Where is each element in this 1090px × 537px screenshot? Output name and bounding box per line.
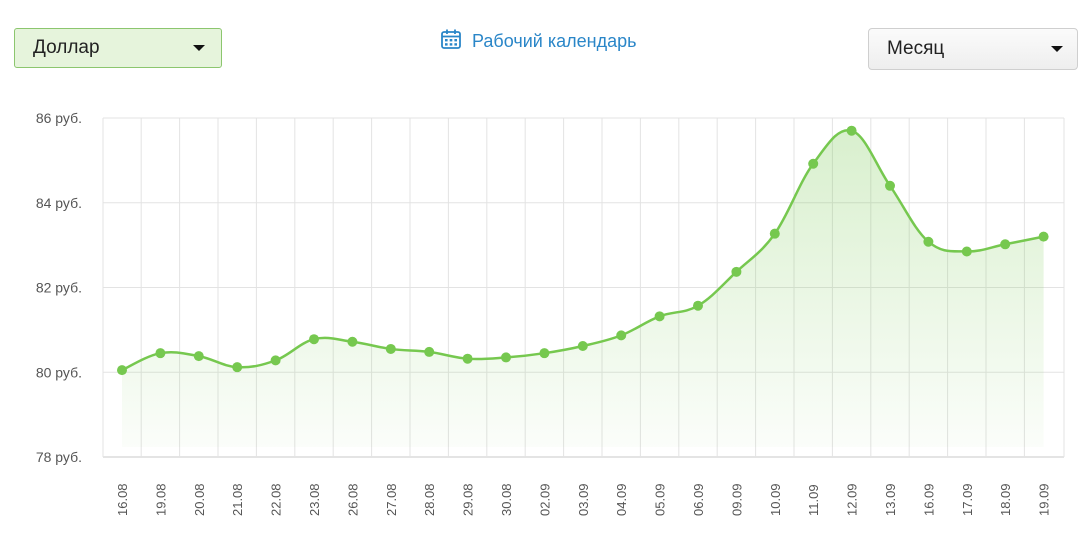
data-point-06.09[interactable] <box>693 300 703 311</box>
data-point-11.09[interactable] <box>808 158 819 169</box>
chart-points <box>117 125 1049 376</box>
x-tick-label: 30.08 <box>499 483 514 516</box>
x-tick-label: 04.09 <box>614 483 629 516</box>
x-tick-label: 26.08 <box>345 483 360 516</box>
data-point-18.09[interactable] <box>1000 239 1011 250</box>
chevron-down-icon <box>1051 46 1063 52</box>
data-point-29.08[interactable] <box>462 353 473 364</box>
data-point-20.08[interactable] <box>193 351 204 362</box>
data-point-04.09[interactable] <box>616 330 627 341</box>
x-tick-label: 10.09 <box>768 483 783 516</box>
x-tick-label: 03.09 <box>576 483 591 516</box>
data-point-09.09[interactable] <box>731 266 742 277</box>
x-tick-label: 09.09 <box>729 483 744 516</box>
data-point-16.09[interactable] <box>923 236 934 247</box>
y-tick-label: 80 руб. <box>36 364 82 380</box>
data-point-26.08[interactable] <box>347 336 358 347</box>
x-tick-label: 02.09 <box>537 483 552 516</box>
x-tick-label: 16.09 <box>921 483 936 516</box>
x-tick-label: 19.08 <box>153 483 168 516</box>
x-tick-label: 05.09 <box>653 483 668 516</box>
y-tick-label: 84 руб. <box>36 195 82 211</box>
x-tick-label: 12.09 <box>845 483 860 516</box>
x-tick-label: 29.08 <box>461 483 476 516</box>
data-point-10.09[interactable] <box>769 228 780 239</box>
data-point-12.09[interactable] <box>846 125 857 136</box>
x-tick-label: 17.09 <box>960 483 975 516</box>
x-tick-label: 20.08 <box>192 483 207 516</box>
period-select-value: Месяц <box>887 38 945 59</box>
currency-select-value: Доллар <box>33 37 100 58</box>
work-calendar-link[interactable]: Рабочий календарь <box>440 28 636 55</box>
data-point-05.09[interactable] <box>654 311 665 322</box>
data-point-13.09[interactable] <box>885 180 895 191</box>
data-point-19.08[interactable] <box>155 348 166 359</box>
y-tick-label: 86 руб. <box>36 110 82 126</box>
x-tick-label: 27.08 <box>384 483 399 516</box>
chevron-down-icon <box>193 45 205 51</box>
x-tick-label: 19.09 <box>1037 483 1052 516</box>
x-tick-label: 18.09 <box>998 483 1013 516</box>
area-fill <box>122 130 1044 447</box>
data-point-22.08[interactable] <box>270 355 281 366</box>
x-tick-label: 21.08 <box>230 483 245 516</box>
period-select[interactable]: Месяц <box>868 28 1078 70</box>
work-calendar-label: Рабочий календарь <box>472 31 637 51</box>
data-point-27.08[interactable] <box>385 343 396 354</box>
x-tick-label: 06.09 <box>691 483 706 516</box>
x-tick-label: 13.09 <box>883 483 898 516</box>
data-point-30.08[interactable] <box>501 352 511 363</box>
currency-select[interactable]: Доллар <box>14 28 222 68</box>
x-tick-label: 28.08 <box>422 483 437 516</box>
data-point-17.09[interactable] <box>961 246 972 257</box>
data-point-23.08[interactable] <box>309 334 319 345</box>
data-point-03.09[interactable] <box>577 340 588 351</box>
y-tick-label: 78 руб. <box>36 449 82 465</box>
data-point-02.09[interactable] <box>539 348 550 359</box>
data-point-21.08[interactable] <box>232 362 243 373</box>
data-point-16.08[interactable] <box>117 365 127 376</box>
data-point-28.08[interactable] <box>424 346 435 357</box>
calendar-icon <box>440 28 462 55</box>
x-axis: 16.08 19.08 20.08 21.08 22.08 23.08 26.08 27.08… <box>115 483 1052 516</box>
y-tick-label: 82 руб. <box>36 280 82 296</box>
chart-area <box>122 130 1044 447</box>
x-tick-label: 23.08 <box>307 483 322 516</box>
data-point-19.09[interactable] <box>1038 231 1049 242</box>
x-tick-label: 16.08 <box>115 483 130 516</box>
x-tick-label: 11.09 <box>806 484 821 516</box>
x-tick-label: 22.08 <box>269 483 284 516</box>
y-axis: 78 руб. 80 руб. 82 руб. 84 руб. 86 руб. <box>36 110 82 465</box>
